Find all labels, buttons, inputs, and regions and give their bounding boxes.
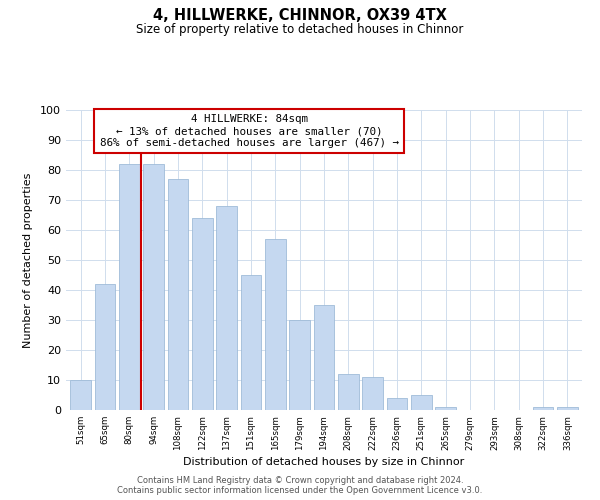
Text: 4, HILLWERKE, CHINNOR, OX39 4TX: 4, HILLWERKE, CHINNOR, OX39 4TX bbox=[153, 8, 447, 22]
Bar bbox=[192, 218, 212, 410]
Text: Size of property relative to detached houses in Chinnor: Size of property relative to detached ho… bbox=[136, 22, 464, 36]
Bar bbox=[411, 395, 432, 410]
Bar bbox=[362, 377, 383, 410]
Bar bbox=[143, 164, 164, 410]
Bar bbox=[436, 407, 456, 410]
Bar bbox=[119, 164, 140, 410]
X-axis label: Distribution of detached houses by size in Chinnor: Distribution of detached houses by size … bbox=[184, 456, 464, 466]
Text: Contains public sector information licensed under the Open Government Licence v3: Contains public sector information licen… bbox=[118, 486, 482, 495]
Text: Contains HM Land Registry data © Crown copyright and database right 2024.: Contains HM Land Registry data © Crown c… bbox=[137, 476, 463, 485]
Bar bbox=[216, 206, 237, 410]
Bar bbox=[167, 179, 188, 410]
Bar bbox=[241, 275, 262, 410]
Bar bbox=[338, 374, 359, 410]
Text: 4 HILLWERKE: 84sqm
← 13% of detached houses are smaller (70)
86% of semi-detache: 4 HILLWERKE: 84sqm ← 13% of detached hou… bbox=[100, 114, 398, 148]
Bar bbox=[289, 320, 310, 410]
Bar bbox=[533, 407, 553, 410]
Bar bbox=[265, 239, 286, 410]
Bar bbox=[95, 284, 115, 410]
Y-axis label: Number of detached properties: Number of detached properties bbox=[23, 172, 33, 348]
Bar bbox=[557, 407, 578, 410]
Bar bbox=[314, 305, 334, 410]
Bar bbox=[70, 380, 91, 410]
Bar bbox=[386, 398, 407, 410]
